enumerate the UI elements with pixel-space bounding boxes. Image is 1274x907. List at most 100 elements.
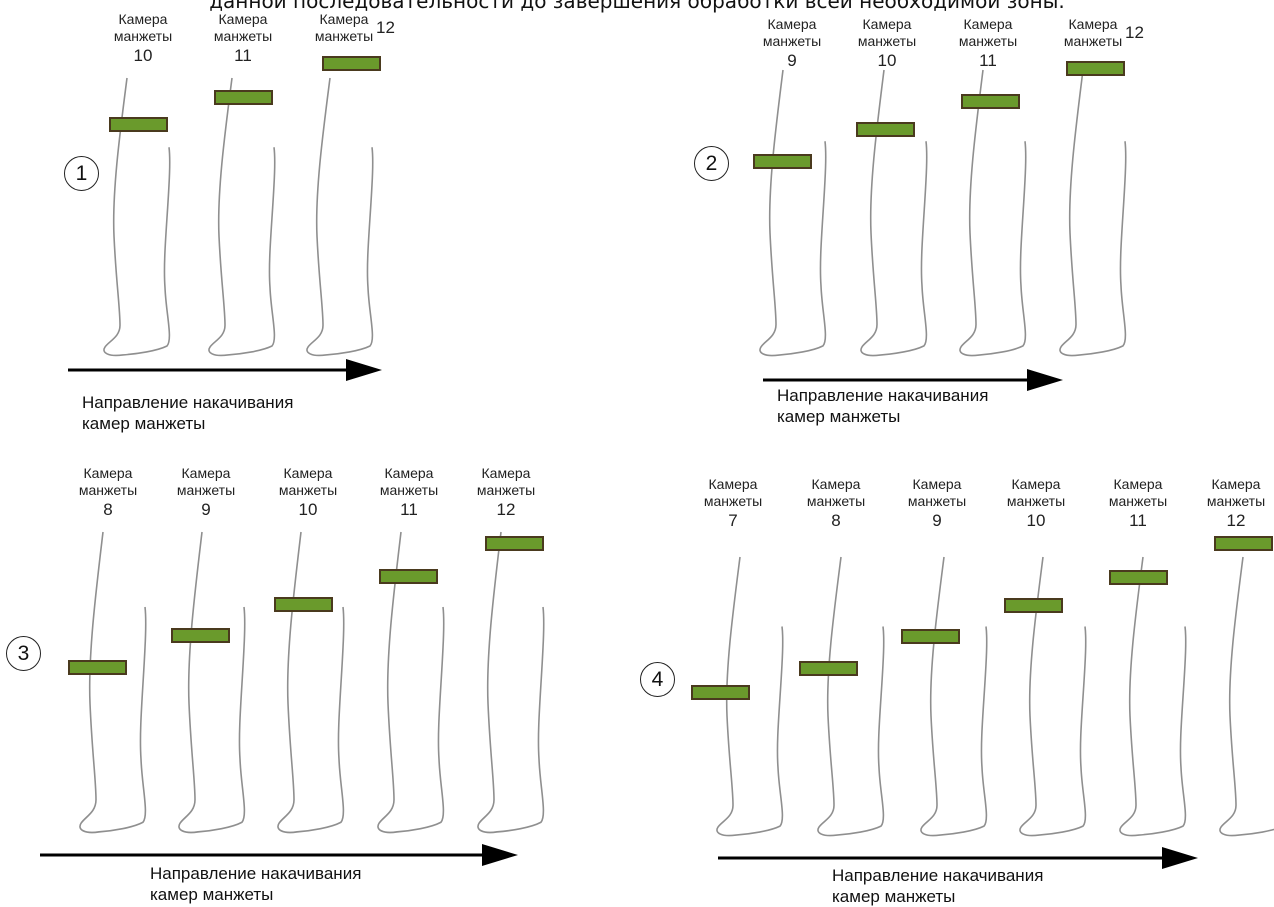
chamber-label-line2: манжеты [857,33,917,49]
direction-caption-line1: Направление накачивания [832,866,1044,885]
cuff-chamber-10 [274,597,333,612]
cuff-chamber-9 [171,628,230,643]
cuff-chamber-11 [379,569,438,584]
direction-caption-line1: Направление накачивания [777,386,989,405]
panel-number-badge: 3 [6,636,41,671]
chamber-number: 9 [787,51,797,70]
chamber-number: 11 [979,51,997,70]
chamber-label-line1: Камера [708,476,758,492]
direction-caption-line1: Направление накачивания [150,864,362,883]
arrows-layer [40,359,1198,869]
chamber-label-9: Камера манжеты 9 [901,476,973,532]
chamber-label-line2: манжеты [476,482,536,498]
chamber-label-10: Камера манжеты 10 [851,16,923,72]
chamber-label-line2: манжеты [703,493,763,509]
cuff-chamber-12 [485,536,544,551]
panel-number-badge: 1 [64,156,99,191]
chamber-label-line2: манжеты [113,28,173,44]
chamber-label-line1: Камера [218,11,268,27]
chamber-label-line1: Камера [118,11,168,27]
chamber-label-line1: Камера [384,465,434,481]
leg-outline [306,77,374,357]
direction-arrow-head [346,359,382,381]
leg-outline [959,69,1027,357]
chamber-label-line2: манжеты [762,33,822,49]
cuff-chamber-8 [68,660,127,675]
chamber-number: 12 [376,18,395,37]
leg-outline [178,531,246,834]
chamber-number: 12 [1226,511,1246,530]
chamber-label-8: Камера манжеты 8 [72,465,144,521]
chamber-number: 11 [400,500,418,519]
chamber-label-8: Камера манжеты 8 [800,476,872,532]
chamber-number: 9 [201,500,211,519]
chamber-number: 7 [728,511,738,530]
cuff-chamber-10 [856,122,915,137]
cuff-chamber-12 [1214,536,1273,551]
direction-caption-line2: камер манжеты [82,414,206,433]
leg-outline [1219,556,1274,837]
chamber-label-line1: Камера [181,465,231,481]
chamber-number: 10 [298,500,318,519]
direction-caption: Направление накачивания камер манжеты [832,865,1043,907]
direction-arrow-head [1027,369,1063,391]
chamber-label-line1: Камера [912,476,962,492]
chamber-label-line1: Камера [1011,476,1061,492]
chamber-label-line1: Камера [1113,476,1163,492]
chamber-label-7: Камера манжеты 7 [697,476,769,532]
chamber-label-11: Камера манжеты 11 [952,16,1024,72]
chamber-number: 11 [234,46,252,65]
leg-outline [920,556,988,837]
panel-number-badge: 4 [640,662,675,697]
chamber-label-line1: Камера [1211,476,1261,492]
chamber-label-12: Камера манжеты 12 [308,11,395,45]
chamber-label-line2: манжеты [176,482,236,498]
direction-caption-line2: камер манжеты [777,407,901,426]
top-instruction-text: данной последовательности до завершения … [209,0,1065,13]
chamber-label-line2: манжеты [907,493,967,509]
leg-outline [1119,556,1187,837]
chamber-label-line2: манжеты [213,28,273,44]
cuff-chamber-9 [901,629,960,644]
chamber-number: 10 [877,51,897,70]
direction-caption-line1: Направление накачивания [82,393,294,412]
leg-outline [477,531,545,834]
cuff-chamber-11 [1109,570,1168,585]
chamber-label-line1: Камера [862,16,912,32]
chamber-label-line2: манжеты [78,482,138,498]
direction-arrow-head [1162,847,1198,869]
chamber-number: 11 [1129,511,1147,530]
chamber-number: 10 [133,46,153,65]
leg-outline [1059,69,1127,357]
chamber-label-line2: манжеты [314,28,374,44]
chamber-label-line1: Камера [283,465,333,481]
cuff-chamber-9 [753,154,812,169]
chamber-label-line2: манжеты [1063,33,1123,49]
chamber-label-11: Камера манжеты 11 [373,465,445,521]
chamber-label-line2: манжеты [1108,493,1168,509]
cuff-chamber-8 [799,661,858,676]
chamber-label-10: Камера манжеты 10 [272,465,344,521]
leg-outline [759,69,827,357]
chamber-number: 10 [1026,511,1046,530]
chamber-label-line2: манжеты [379,482,439,498]
chamber-number: 9 [932,511,942,530]
chamber-label-12: Камера манжеты 12 [470,465,542,521]
chamber-number: 12 [1125,23,1144,42]
chamber-label-line2: манжеты [1006,493,1066,509]
chamber-label-11: Камера манжеты 11 [1102,476,1174,532]
chamber-label-line2: манжеты [806,493,866,509]
chamber-label-9: Камера манжеты 9 [756,16,828,72]
direction-caption-line2: камер манжеты [832,887,956,906]
cuff-chamber-11 [961,94,1020,109]
direction-caption: Направление накачивания камер манжеты [777,385,988,427]
cuff-chamber-7 [691,685,750,700]
chamber-label-line1: Камера [319,11,369,27]
chamber-label-line1: Камера [963,16,1013,32]
chamber-label-12: Камера манжеты 12 [1200,476,1272,532]
chamber-number: 8 [831,511,841,530]
chamber-label-10: Камера манжеты 10 [1000,476,1072,532]
chamber-label-10: Камера манжеты 10 [107,11,179,67]
cuffs-layer [68,56,1273,700]
